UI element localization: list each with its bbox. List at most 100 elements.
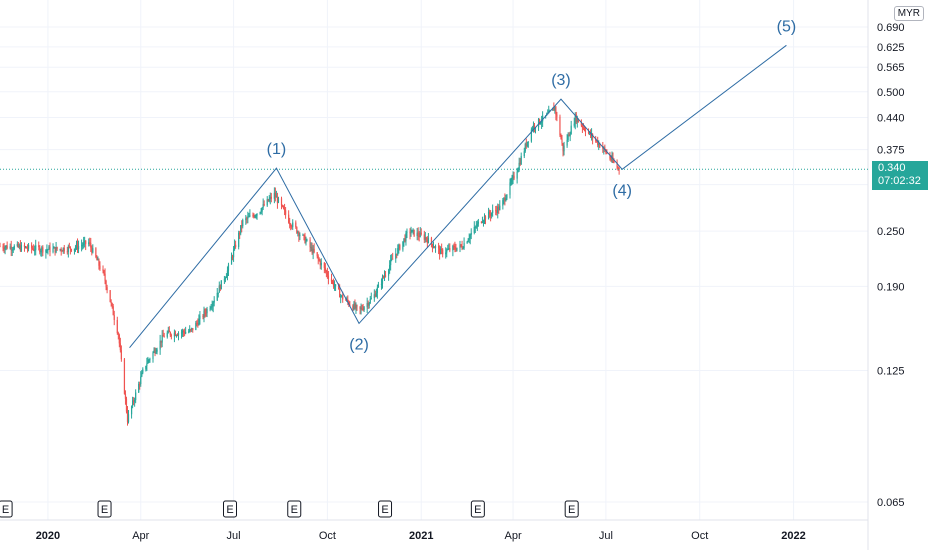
candle-body [255, 215, 257, 217]
candle-body [59, 249, 61, 251]
candle-body [84, 240, 86, 243]
price-tick-label: 0.500 [877, 87, 905, 99]
candle-body [13, 245, 15, 250]
candle-body [373, 294, 375, 299]
candle-body [491, 212, 493, 216]
earnings-marker-label: E [101, 504, 108, 516]
candle-body [263, 204, 265, 206]
candle-body [248, 216, 250, 218]
candle-body [582, 127, 585, 129]
candle-body [326, 272, 329, 276]
candle-body [412, 229, 414, 231]
candle-body [233, 244, 236, 250]
candle-body [246, 218, 248, 220]
price-axis[interactable]: 0.6900.6250.5650.5000.4400.3750.3150.250… [877, 22, 905, 509]
candle-body [226, 270, 229, 277]
candle-body [153, 350, 155, 353]
last-price-value: 0.340 [878, 162, 906, 175]
candle-body [459, 244, 461, 248]
candle-body [90, 243, 92, 248]
candle-body [220, 280, 222, 290]
candle-body [38, 245, 40, 248]
price-tick-label: 0.690 [877, 22, 905, 34]
candle-body [427, 237, 429, 244]
candle-body [17, 243, 19, 248]
price-tick-label: 0.375 [877, 145, 905, 157]
candle-body [384, 275, 387, 277]
candle-body [511, 178, 513, 182]
candle-body [487, 211, 490, 220]
candle-body [413, 229, 415, 236]
candle-body [118, 334, 120, 344]
candle-body [426, 239, 428, 244]
candle-body [85, 240, 87, 245]
candle-body [580, 122, 582, 126]
candle-body [313, 248, 315, 253]
candle-body [509, 182, 511, 195]
candle-body [209, 308, 211, 310]
candle-body [131, 400, 134, 407]
candle-body [448, 248, 450, 250]
candle-body [232, 249, 235, 258]
candle-body [40, 250, 42, 253]
candle-body [105, 280, 107, 288]
candle-body [474, 226, 476, 228]
candle-body [597, 140, 599, 146]
candle-body [613, 161, 615, 163]
candle-body [116, 319, 118, 334]
candle-body [266, 199, 268, 206]
candle-body [473, 226, 475, 233]
candle-body [152, 352, 154, 360]
time-tick-label: Oct [319, 530, 336, 542]
candle-body [227, 264, 230, 271]
candle-body [295, 222, 297, 228]
candle-body [182, 330, 185, 333]
candle-body [241, 225, 243, 227]
candle-body [69, 246, 71, 250]
candle-body [173, 332, 176, 337]
candle-body [213, 300, 215, 303]
candle-body [299, 234, 301, 237]
candle-body [461, 245, 463, 249]
candle-body [218, 285, 220, 293]
candle-body [382, 276, 385, 278]
candle-body [184, 332, 186, 334]
candle-body [10, 246, 12, 251]
candle-body [488, 211, 491, 215]
candle-body [33, 248, 35, 251]
candle-body [231, 256, 234, 258]
candle-body [504, 198, 506, 201]
earnings-marker-label: E [381, 504, 388, 516]
candle-body [5, 245, 7, 248]
candle-body [195, 322, 197, 331]
candle-body [397, 248, 399, 255]
candle-body [70, 249, 72, 251]
candle-body [269, 196, 271, 199]
candlestick-series [0, 102, 620, 426]
time-tick-label: Jul [227, 530, 241, 542]
candle-body [523, 151, 525, 157]
candle-body [159, 340, 161, 350]
candle-body [125, 398, 128, 412]
candle-body [91, 247, 93, 253]
candle-body [339, 288, 341, 298]
elliott-wave-drawing[interactable] [129, 44, 787, 349]
candle-body [239, 232, 241, 234]
candle-body [524, 143, 526, 152]
time-axis[interactable]: 2020 Apr Jul Oct 2021 Apr Jul Oct 2022 [36, 530, 806, 542]
candle-body [525, 143, 527, 147]
candle-body [490, 214, 492, 216]
candle-body [618, 167, 620, 170]
candle-body [503, 198, 505, 201]
candle-body [476, 223, 478, 227]
currency-badge[interactable]: MYR [893, 6, 924, 21]
candle-body [212, 302, 214, 307]
candle-body [375, 292, 377, 297]
candle-body [95, 248, 97, 258]
candle-body [583, 127, 586, 131]
candle-body [211, 306, 213, 308]
candle-body [460, 244, 462, 246]
wave-zigzag-line[interactable] [129, 44, 787, 349]
candle-body [498, 206, 500, 211]
